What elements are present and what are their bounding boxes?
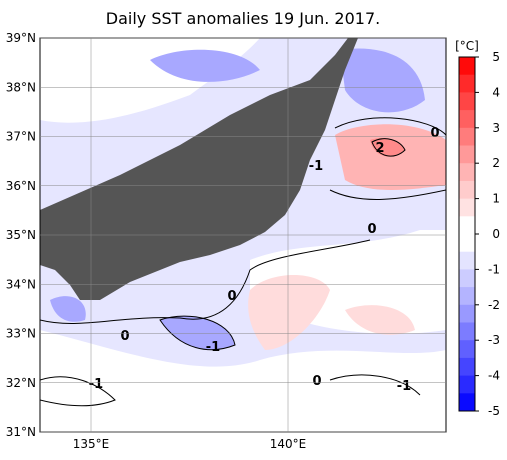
- colorbar-segment: [459, 340, 475, 359]
- colorbar-segment: [459, 287, 475, 306]
- colorbar-label: 4: [492, 85, 500, 99]
- contour-label: 0: [367, 222, 376, 237]
- lon-label: 135°E: [73, 437, 110, 451]
- colorbar-segment: [459, 269, 475, 288]
- colorbar-segment: [459, 110, 475, 129]
- colorbar-segment: [459, 375, 475, 394]
- colorbar-segment: [459, 198, 475, 217]
- colorbar-segment: [459, 251, 475, 270]
- colorbar-segment: [459, 357, 475, 377]
- neutral-area: [40, 38, 446, 432]
- lat-label: 32°N: [6, 376, 36, 390]
- contour-label: -1: [206, 340, 220, 355]
- contour-label: -1: [397, 379, 411, 394]
- unit-label: [°C]: [455, 39, 479, 53]
- colorbar-segment: [459, 234, 475, 253]
- colorbar-segment: [459, 322, 475, 341]
- colorbar-label: -1: [488, 262, 500, 276]
- contour-label: 2: [375, 141, 384, 156]
- colorbar-label: 2: [492, 156, 500, 170]
- colorbar-label: -2: [488, 298, 500, 312]
- colorbar-segment: [459, 127, 475, 146]
- colorbar-segment: [459, 74, 475, 93]
- lon-label: 140°E: [270, 437, 307, 451]
- lat-label: 39°N: [6, 31, 36, 45]
- colorbar-label: 3: [492, 121, 500, 135]
- colorbar-segment: [459, 145, 475, 164]
- contour-label: 0: [227, 289, 236, 304]
- warm-area: [335, 124, 446, 190]
- colorbar-segment: [459, 393, 475, 412]
- cold-area: [50, 48, 425, 350]
- lat-label: 35°N: [6, 228, 36, 242]
- contour-label: -1: [309, 159, 323, 174]
- contour-label: 0: [312, 374, 321, 389]
- contours: [40, 117, 446, 407]
- contour-label: 0: [430, 126, 439, 141]
- colorbar-label: 5: [492, 50, 500, 64]
- lat-label: 37°N: [6, 130, 36, 144]
- contour-label: 0: [120, 329, 129, 344]
- colorbar-label: -5: [488, 404, 500, 418]
- colorbar-label: 0: [492, 227, 500, 241]
- lat-label: 36°N: [6, 179, 36, 193]
- colorbar-segment: [459, 92, 475, 111]
- lat-label: 38°N: [6, 80, 36, 94]
- colorbar-label: -3: [488, 333, 500, 347]
- colorbar-segment: [459, 216, 475, 235]
- colorbar-segment: [459, 163, 475, 182]
- colorbar-segment: [459, 57, 475, 76]
- lat-label: 33°N: [6, 327, 36, 341]
- lat-label: 34°N: [6, 277, 36, 291]
- land: [40, 38, 358, 300]
- title: Daily SST anomalies 19 Jun. 2017.: [106, 9, 380, 28]
- lat-label: 31°N: [6, 425, 36, 439]
- colorbar-label: 1: [492, 192, 500, 206]
- colorbar-segment: [459, 304, 475, 323]
- contour-label: -1: [89, 377, 103, 392]
- colorbar-label: -4: [488, 369, 500, 383]
- colorbar-segment: [459, 180, 475, 200]
- warm-patch: [248, 275, 415, 350]
